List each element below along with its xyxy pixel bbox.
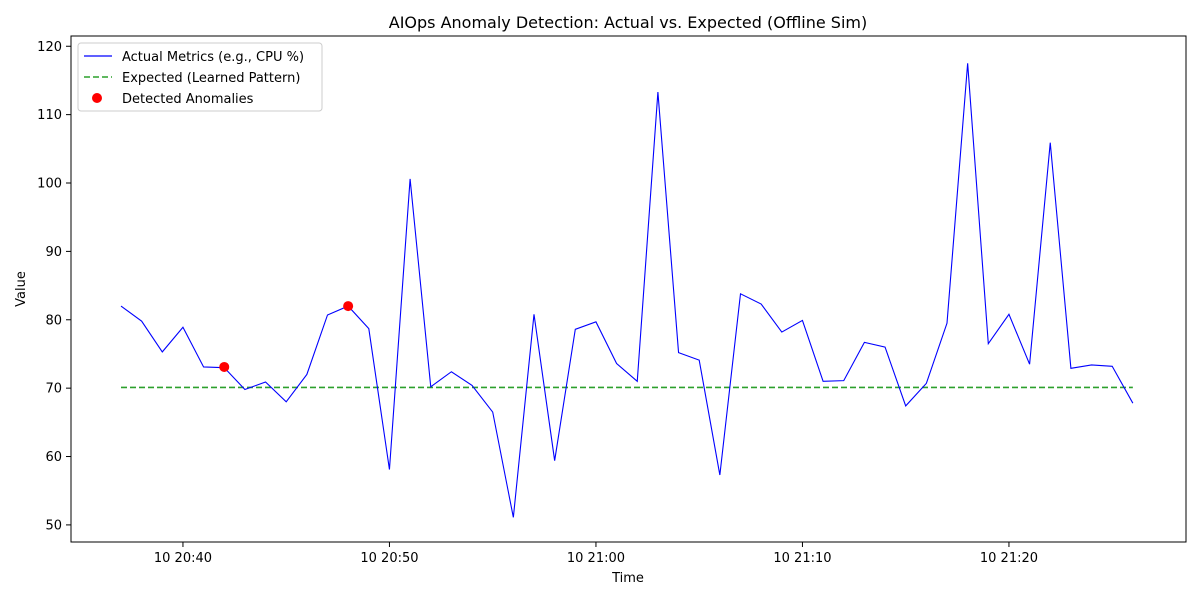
x-axis-label: Time bbox=[611, 571, 644, 586]
legend-label-anomalies: Detected Anomalies bbox=[122, 92, 254, 107]
legend-label-expected: Expected (Learned Pattern) bbox=[122, 71, 300, 86]
anomaly-point bbox=[343, 301, 354, 312]
series-layer bbox=[120, 63, 1134, 518]
x-axis: 10 20:40 10 20:50 10 21:00 10 21:10 10 21:20 bbox=[154, 542, 1038, 566]
chart-legend: Actual Metrics (e.g., CPU %) Expected (L… bbox=[77, 42, 323, 112]
x-tick-label: 10 21:00 bbox=[567, 551, 625, 566]
anomaly-point bbox=[219, 361, 230, 372]
legend-box bbox=[77, 42, 323, 112]
y-tick-label: 50 bbox=[45, 518, 62, 533]
x-tick-label: 10 21:10 bbox=[773, 551, 831, 566]
x-tick-label: 10 20:50 bbox=[360, 551, 418, 566]
chart-title: AIOps Anomaly Detection: Actual vs. Expe… bbox=[389, 13, 867, 32]
y-tick-label: 110 bbox=[37, 108, 62, 123]
y-axis: 50 60 70 80 90 100 110 120 bbox=[37, 40, 71, 533]
plot-frame bbox=[70, 35, 1187, 543]
y-axis-label: Value bbox=[14, 271, 29, 307]
legend-swatch-anomalies bbox=[92, 93, 102, 103]
actual-series-line bbox=[120, 63, 1134, 518]
y-tick-label: 90 bbox=[45, 245, 62, 260]
y-tick-label: 70 bbox=[45, 382, 62, 397]
legend-label-actual: Actual Metrics (e.g., CPU %) bbox=[122, 50, 304, 65]
y-tick-label: 100 bbox=[37, 177, 62, 192]
x-tick-label: 10 20:40 bbox=[154, 551, 212, 566]
y-tick-label: 60 bbox=[45, 450, 62, 465]
x-tick-label: 10 21:20 bbox=[980, 551, 1038, 566]
y-tick-label: 80 bbox=[45, 313, 62, 328]
y-tick-label: 120 bbox=[37, 40, 62, 55]
